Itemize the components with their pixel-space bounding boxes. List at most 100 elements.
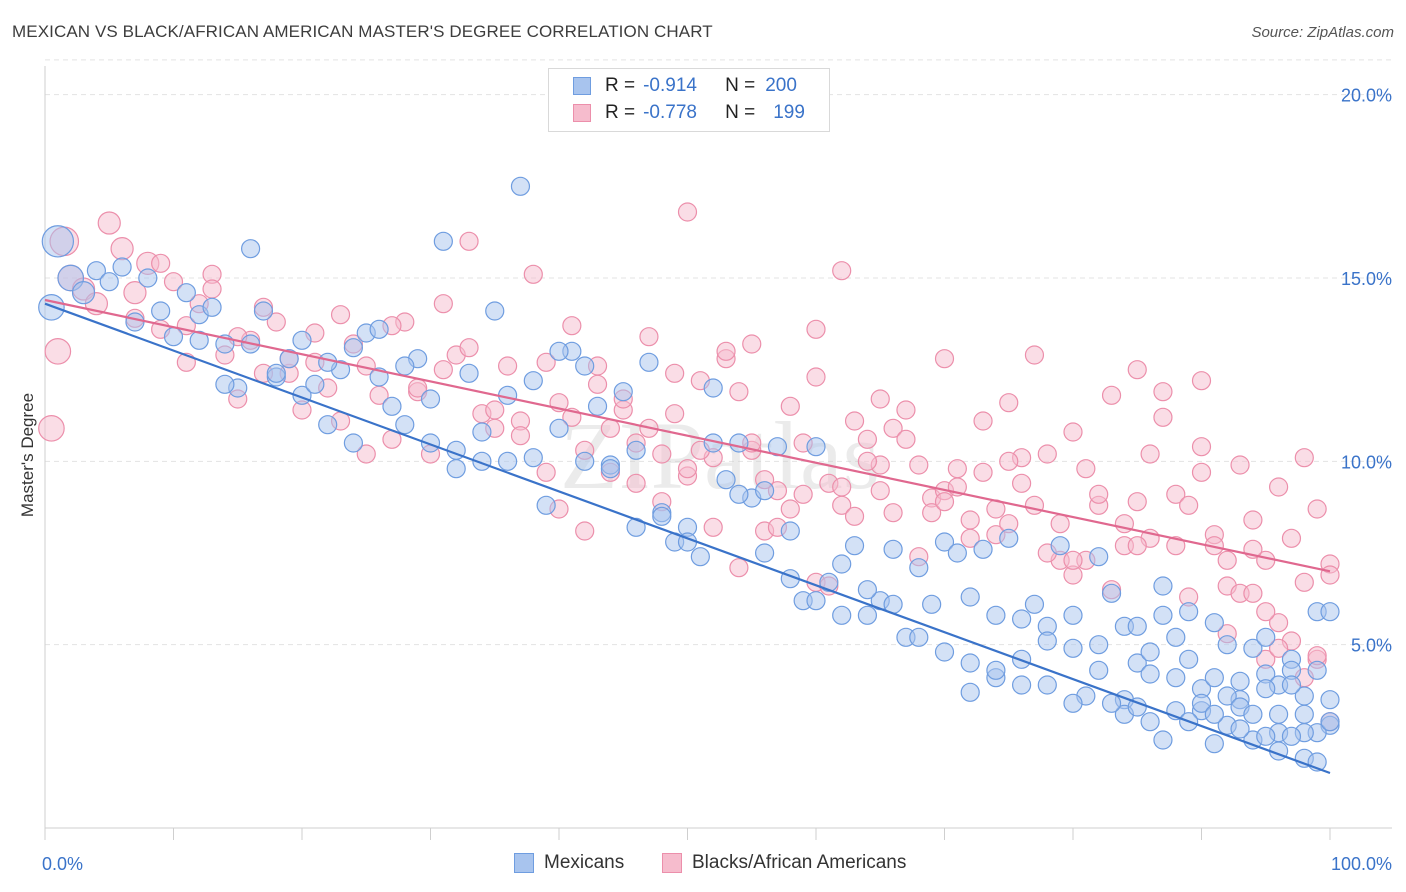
data-point — [1024, 345, 1045, 365]
data-point — [189, 330, 209, 350]
data-point — [677, 459, 698, 479]
trend-line — [44, 302, 1331, 775]
data-point — [652, 444, 672, 464]
data-point — [832, 605, 852, 625]
data-point — [1127, 536, 1147, 556]
data-point — [999, 393, 1019, 413]
data-point — [999, 528, 1019, 548]
data-point — [857, 429, 878, 449]
data-point — [1101, 693, 1122, 713]
data-point — [266, 363, 286, 383]
data-point — [97, 211, 121, 235]
data-point — [510, 176, 531, 196]
data-point — [266, 312, 286, 332]
series-blacks-points — [38, 202, 1340, 732]
data-point — [1281, 675, 1302, 695]
data-point — [1268, 704, 1289, 724]
data-point — [832, 554, 852, 574]
data-point — [151, 301, 171, 321]
data-point — [1307, 499, 1327, 519]
data-point — [909, 455, 929, 475]
data-point — [934, 532, 955, 552]
data-point — [433, 360, 453, 380]
data-point — [343, 433, 363, 453]
data-point — [652, 506, 672, 526]
data-point — [1320, 712, 1340, 732]
data-point — [729, 433, 749, 453]
data-point — [382, 396, 402, 416]
data-point — [99, 272, 119, 292]
data-point — [832, 477, 852, 497]
data-point — [433, 231, 453, 251]
data-point — [536, 462, 556, 482]
data-point — [844, 536, 865, 556]
data-point — [754, 543, 775, 563]
data-point — [626, 473, 646, 493]
data-point — [1281, 726, 1302, 746]
data-point — [1204, 668, 1224, 688]
data-point — [202, 279, 222, 299]
data-point — [305, 374, 325, 394]
data-point — [1204, 613, 1224, 633]
data-point — [742, 334, 762, 354]
legend-r-value: -0.914 — [643, 75, 697, 96]
data-point — [459, 231, 479, 251]
data-point — [934, 642, 955, 662]
data-point — [600, 418, 621, 438]
legend-n-value: 199 — [773, 102, 805, 123]
data-point — [1050, 536, 1070, 556]
data-point — [729, 484, 749, 504]
data-point — [1256, 602, 1276, 622]
data-point — [1268, 477, 1289, 497]
data-point — [1166, 668, 1186, 688]
y-axis-label: Master's Degree — [18, 393, 37, 517]
data-point — [575, 451, 595, 471]
data-point — [639, 352, 659, 372]
data-point — [1037, 675, 1057, 695]
data-point — [343, 338, 363, 358]
data-point — [1268, 638, 1289, 658]
data-point — [498, 356, 518, 376]
data-point — [600, 459, 621, 479]
data-point — [1166, 536, 1186, 556]
data-point — [110, 237, 134, 261]
data-point — [369, 319, 389, 339]
data-point — [1230, 719, 1250, 739]
data-point — [253, 301, 274, 321]
data-point — [1243, 583, 1263, 603]
data-point — [1089, 660, 1109, 680]
data-point — [1127, 616, 1147, 636]
trend-lines — [44, 298, 1331, 775]
data-point — [420, 389, 441, 409]
data-point — [870, 389, 890, 409]
data-point — [1179, 495, 1199, 515]
data-point — [138, 268, 158, 288]
data-point — [1294, 448, 1314, 468]
data-point — [510, 426, 531, 446]
data-point — [896, 429, 916, 449]
data-point — [485, 400, 505, 420]
data-point — [1011, 473, 1032, 493]
tick-labels: 5.0% 10.0% 15.0% 20.0% 0.0% 100.0% — [42, 86, 1392, 874]
data-point — [1050, 514, 1070, 534]
data-point — [909, 558, 929, 578]
data-point — [1191, 437, 1212, 457]
data-point — [1191, 371, 1212, 391]
chart-title: MEXICAN VS BLACK/AFRICAN AMERICAN MASTER… — [12, 22, 713, 41]
data-point — [41, 225, 75, 258]
data-point — [947, 459, 967, 479]
data-point — [973, 539, 993, 559]
data-point — [163, 327, 184, 347]
data-point — [1191, 462, 1212, 482]
data-point — [587, 396, 608, 416]
bottom-legend-swatch — [514, 853, 534, 873]
data-point — [1243, 638, 1263, 658]
data-point — [922, 594, 942, 614]
data-point — [123, 281, 147, 305]
data-point — [626, 440, 646, 460]
x-tick-label: 100.0% — [1331, 854, 1392, 874]
data-point — [356, 444, 376, 464]
data-point — [1140, 642, 1160, 662]
legend-r-value: -0.778 — [643, 102, 697, 123]
data-point — [1140, 444, 1160, 464]
